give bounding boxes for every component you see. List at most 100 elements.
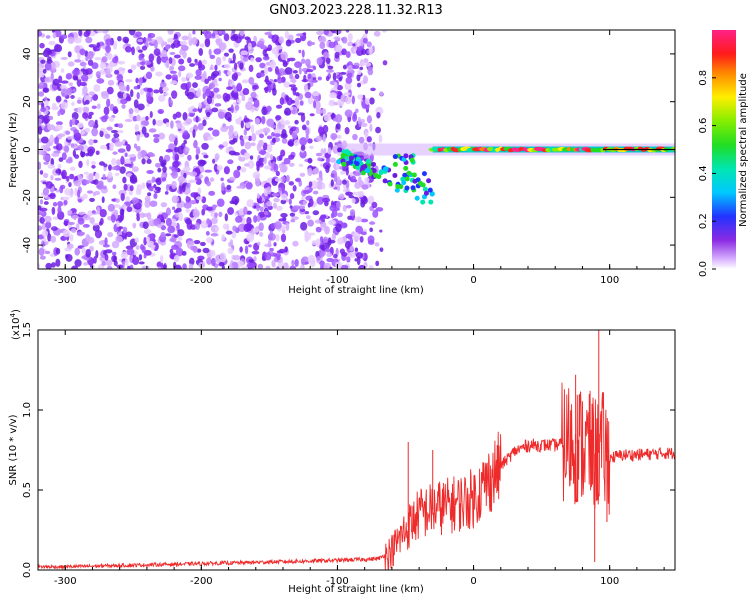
spectrogram-cell (253, 215, 258, 223)
snr-frame (37, 329, 676, 571)
spectrogram-cell (322, 236, 329, 244)
spectrogram-cell (104, 133, 111, 139)
spectrogram-cell (155, 119, 164, 127)
spectrogram-cell (42, 230, 49, 238)
spectrogram-cell (280, 212, 288, 218)
spectrogram-cell (136, 61, 141, 67)
spectrogram-cell (204, 169, 213, 173)
spectrogram-cell (142, 221, 149, 230)
spectrogram-cell (220, 177, 224, 182)
spectrogram-cell (288, 84, 297, 88)
spectrogram-cell (357, 116, 362, 125)
spectrogram-cell (110, 214, 116, 223)
spectrogram-cell (38, 101, 43, 106)
spectrogram-cell (207, 127, 214, 131)
spectrogram-cell (96, 42, 101, 48)
spectrogram-cell (120, 192, 125, 202)
spectrogram-cell (258, 139, 264, 147)
spectrogram-cell (239, 62, 244, 70)
spectrogram-cell (149, 110, 153, 119)
spectrogram-cell (347, 41, 353, 47)
spectrogram-cell (91, 62, 99, 70)
spectrogram-cell (85, 234, 91, 243)
spectrogram-cell (284, 107, 292, 116)
spectrogram-cell (315, 135, 323, 142)
spectrogram-cell (316, 30, 324, 36)
spectrogram-cell (91, 105, 97, 109)
spectrogram-cell (361, 184, 369, 190)
spectrogram-cell (204, 30, 212, 40)
spectrogram-cell (263, 65, 269, 75)
spectrogram-cell (244, 163, 250, 167)
spectrogram-cell (322, 197, 331, 203)
spectrogram-cell (283, 262, 289, 269)
figure-title: GN03.2023.228.11.32.R13 (269, 3, 443, 18)
spectrogram-cell (223, 33, 230, 42)
spectrogram-cell (382, 60, 388, 66)
spectrogram-cell (333, 207, 340, 211)
spectrogram-cell (335, 114, 343, 123)
signal-cell (410, 185, 416, 191)
spectrogram-cell (324, 226, 330, 235)
spectrogram-cell (210, 64, 214, 70)
signal-cell (360, 164, 366, 170)
spectrogram-cell (269, 247, 274, 252)
spectrogram-cell (46, 56, 52, 62)
spectrogram-cell (94, 56, 102, 61)
spectrogram-cell (360, 218, 369, 223)
spectrogram-cell (55, 258, 61, 267)
spectrogram-cell (241, 79, 249, 84)
spectrogram-cell (278, 218, 287, 222)
spectrogram-cell (40, 136, 49, 144)
spectrogram-cell (38, 247, 45, 256)
spectrogram-cell (333, 173, 338, 183)
spectrogram-cell (113, 260, 118, 267)
spectrogram-cell (248, 259, 255, 263)
spectrogram-cell (202, 116, 210, 120)
spectrogram-cell (330, 133, 338, 140)
spectrogram-cell (294, 61, 303, 69)
spectrogram-cell (355, 225, 363, 235)
colorbar-tick-label: 0.8 (698, 70, 709, 86)
spectrogram-cell (211, 217, 218, 225)
spectrogram-cell (123, 183, 128, 191)
spectrogram-cell (192, 245, 198, 253)
spectrogram-cell (136, 92, 140, 100)
spectrogram-cell (244, 141, 252, 150)
spectrogram-cell (134, 237, 140, 243)
signal-cell (336, 159, 342, 165)
spectrogram-cell (85, 99, 90, 105)
spectrogram-cell (79, 82, 87, 87)
spectrogram-cell (315, 226, 322, 233)
spectrogram-cell (352, 43, 356, 47)
spectrogram-cell (206, 111, 211, 118)
spectrogram-cell (354, 216, 362, 223)
spectrogram-cell (138, 254, 143, 261)
spectrogram-cell (82, 214, 91, 221)
spectrogram-cell (289, 265, 297, 269)
spectrogram-cell (119, 208, 125, 216)
spectrogram-cell (164, 233, 172, 237)
spectrogram-cell (153, 133, 160, 138)
signal-cell (354, 161, 360, 167)
spectrogram-cell (349, 245, 354, 252)
spectrogram-cell (128, 30, 136, 36)
spectrogram-cell (233, 169, 241, 179)
spectrogram-cell (311, 41, 315, 46)
spectrogram-cell (59, 185, 64, 194)
spectrogram-cell (82, 112, 89, 119)
spectrogram-cell (88, 119, 95, 128)
spectrogram-cell (125, 231, 133, 238)
spectrogram-cell (124, 163, 132, 167)
spectrogram-cell (124, 46, 132, 53)
spectrogram-cell (375, 126, 381, 134)
spectrogram-cell (229, 140, 236, 145)
spectrogram-cell (322, 134, 326, 143)
spectrogram-cell (338, 166, 343, 170)
signal-cell (365, 158, 371, 164)
spectrogram-cell (183, 166, 191, 172)
spectrogram-cell (156, 55, 162, 65)
spectrogram-cell (106, 86, 114, 95)
spectrogram-cell (248, 64, 254, 73)
spectrogram-cell (156, 224, 163, 228)
